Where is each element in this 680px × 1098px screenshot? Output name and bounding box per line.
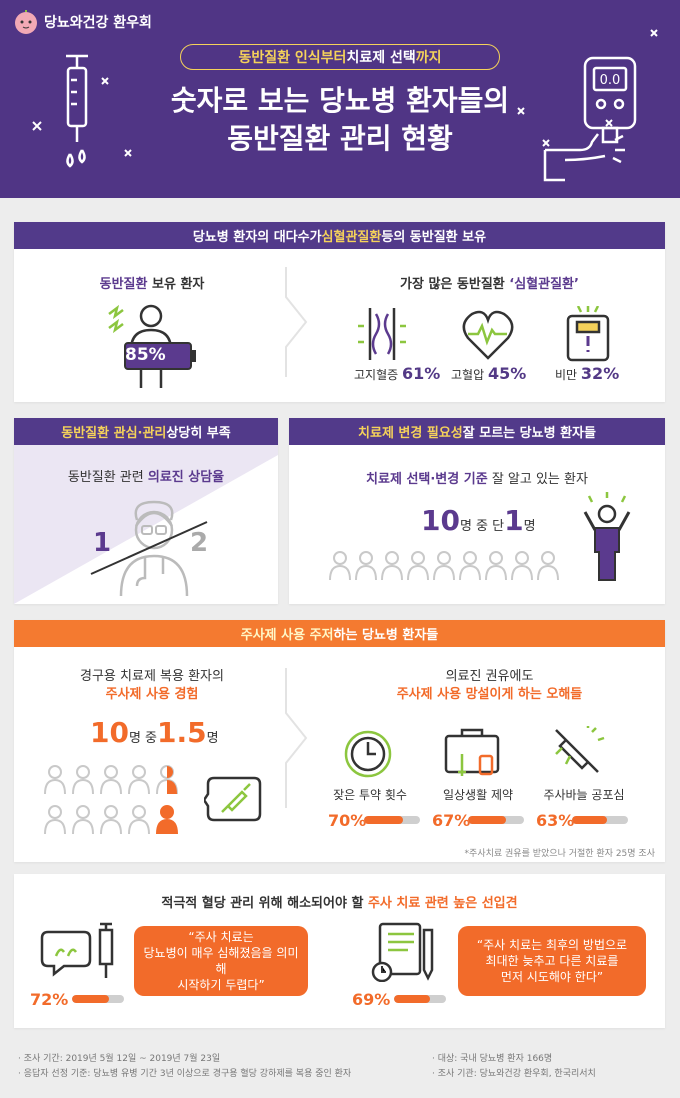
- section-band: 치료제 변경 필요성 잘 모르는 당뇨병 환자들: [289, 418, 665, 445]
- heart-icon: [462, 310, 514, 360]
- injection-experience-title: 경구용 치료제 복용 환자의 주사제 사용 경험: [80, 669, 224, 702]
- prejudice-1-quote: “주사 치료는 당뇨병이 매우 심해졌음을 의미해 시작하기 두렵다”: [134, 926, 308, 996]
- person-icon: [433, 551, 455, 581]
- misconception-daily-bar: [468, 816, 524, 824]
- divider-chevron: [285, 668, 308, 808]
- mascot-icon: [15, 10, 37, 34]
- bubble-syringe-icon: [40, 922, 114, 978]
- section-comorbidity: 당뇨병 환자의 대다수가 심혈관질환 등의 동반질환 보유 동반질환 보유 환자…: [14, 222, 665, 402]
- brand-name: 당뇨와건강 환우회: [44, 15, 152, 31]
- left-title: 동반질환 보유 환자: [99, 277, 205, 292]
- knowledge-title: 치료제 선택·변경 기준 잘 알고 있는 환자: [366, 472, 588, 487]
- footer-right: · 대상: 국내 당뇨병 환자 166명 · 조사 기관: 당뇨와건강 환우회,…: [432, 1054, 596, 1079]
- brand-logo: 당뇨와건강 환우회: [13, 9, 152, 35]
- clock-icon: [344, 730, 392, 778]
- prejudice-1-value: 72%: [30, 990, 69, 1009]
- person-icon: [459, 551, 481, 581]
- misconception-frequency-label: 잦은 투약 횟수: [333, 788, 407, 802]
- highlighted-person-icon: [157, 806, 177, 834]
- right-title: 가장 많은 동반질환 ‘심혈관질환’: [400, 277, 579, 292]
- header-subtitle: 동반질환 인식부터 치료제 선택 까지: [180, 44, 500, 70]
- prejudice-title: 적극적 혈당 관리 위해 해소되어야 할 주사 치료 관련 높은 선입견: [161, 896, 518, 911]
- section-prejudice: 적극적 혈당 관리 위해 해소되어야 할 주사 치료 관련 높은 선입견 72%…: [14, 874, 665, 1028]
- stat-hyperlipidemia: 고지혈증 61%: [354, 364, 441, 383]
- people-grid-icons: [44, 765, 178, 835]
- misconception-needle-label: 주사바늘 공포심: [543, 788, 625, 802]
- briefcase-icon: [444, 728, 500, 776]
- highlighted-person-icon: [167, 766, 177, 794]
- person-icon: [511, 551, 533, 581]
- stat-obesity: 비만 32%: [555, 364, 620, 383]
- section-injection: 주사제 사용 주저 하는 당뇨병 환자들 경구용 치료제 복용 환자의 주사제 사…: [14, 620, 665, 862]
- clipboard-icon: [371, 922, 434, 982]
- person-icon: [355, 551, 377, 581]
- misconception-icons: [344, 726, 605, 778]
- ratio-denominator: 2: [190, 528, 209, 558]
- header-banner: 0.0 당뇨와건강 환우회 동반질환 인식부터 치료제 선택 까지 숫자로 보는…: [0, 0, 680, 198]
- syringe-needle-icon: [555, 726, 605, 773]
- person-icon: [44, 805, 66, 835]
- person-icon: [381, 551, 403, 581]
- person-icon: [407, 551, 429, 581]
- diagonal-shade: [14, 445, 278, 604]
- syringe-icon: [66, 54, 88, 168]
- person-icon: [329, 551, 351, 581]
- comorbidity-percentage: 85%: [125, 345, 166, 365]
- person-icon: [537, 551, 559, 581]
- header-decoration: 0.0: [32, 29, 658, 182]
- scale-icon: [566, 306, 610, 362]
- section-band: 당뇨병 환자의 대다수가 심혈관질환 등의 동반질환 보유: [14, 222, 665, 249]
- person-icon: [100, 765, 122, 795]
- ratio-numerator: 1: [93, 528, 112, 558]
- section-band: 주사제 사용 주저 하는 당뇨병 환자들: [14, 620, 665, 647]
- prejudice-2-value: 69%: [352, 990, 391, 1009]
- misconception-frequency-bar: [364, 816, 420, 824]
- divider-chevron: [285, 267, 308, 377]
- patient-icon: [108, 304, 196, 388]
- footer-left: · 조사 기간: 2019년 5월 12일 ~ 2019년 7월 23일 · 응…: [18, 1054, 352, 1079]
- glucose-meter-icon: [543, 56, 637, 182]
- section-band: 동반질환 관심·관리 상당히 부족: [14, 418, 278, 445]
- misconception-daily-label: 일상생활 제약: [442, 788, 514, 802]
- prejudice-2-bar: [394, 995, 446, 1003]
- meter-display: 0.0: [600, 73, 621, 88]
- misconception-daily-value: 67%: [432, 811, 471, 830]
- page-title: 숫자로 보는 당뇨병 환자들의 동반질환 관리 현황: [170, 84, 510, 155]
- person-icon: [485, 551, 507, 581]
- person-icon: [100, 805, 122, 835]
- injection-bubble-icon: [204, 776, 262, 822]
- misconception-needle-bar: [572, 816, 628, 824]
- disease-icons: [358, 306, 610, 362]
- misconception-frequency-value: 70%: [328, 811, 367, 830]
- consultation-title: 동반질환 관련 의료진 상담율: [67, 470, 225, 485]
- doctor-icon: [119, 500, 189, 596]
- raised-arms-person-icon: [583, 492, 631, 581]
- misconception-needle-value: 63%: [536, 811, 575, 830]
- person-icon: [128, 765, 150, 795]
- prejudice-2-quote: “주사 치료는 최후의 방법으로 최대한 늦추고 다른 치료를 먼저 시도해야 …: [458, 926, 646, 996]
- section-treatment-knowledge: 치료제 변경 필요성 잘 모르는 당뇨병 환자들 치료제 선택·변경 기준 잘 …: [289, 418, 665, 604]
- sparkle-icons: [32, 29, 658, 157]
- blood-vessel-icon: [358, 308, 406, 360]
- people-row-icons: [329, 551, 559, 581]
- person-icon: [72, 805, 94, 835]
- knowledge-stat: 10 명 중 단 1 명: [421, 504, 536, 537]
- person-icon: [72, 765, 94, 795]
- survey-footnote: *주사치료 권유를 받았으나 거절한 환자 25명 조사: [464, 849, 655, 859]
- prejudice-1-bar: [72, 995, 124, 1003]
- person-icon: [128, 805, 150, 835]
- ratio-slash: [90, 521, 208, 575]
- injection-stat: 10 명 중 1.5 명: [90, 716, 219, 749]
- stat-hypertension: 고혈압 45%: [451, 364, 527, 383]
- person-icon: [44, 765, 66, 795]
- section-consultation: 동반질환 관심·관리 상당히 부족 동반질환 관련 의료진 상담율 1 2: [14, 418, 278, 604]
- misconceptions-title: 의료진 권유에도 주사제 사용 망설이게 하는 오해들: [396, 669, 583, 702]
